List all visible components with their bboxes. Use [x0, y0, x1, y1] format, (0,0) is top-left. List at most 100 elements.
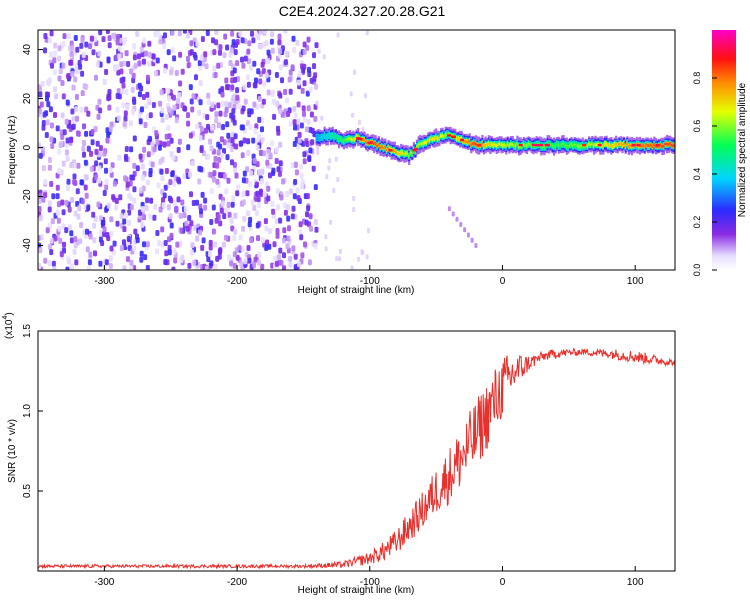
spectrogram-noise-cell: [104, 259, 109, 266]
spectrogram-noise-cell: [313, 72, 318, 79]
spectrogram-noise-cell: [167, 236, 171, 243]
spectrogram-noise-cell: [69, 59, 74, 66]
spectrogram-noise-cell: [172, 55, 177, 62]
spectrogram-noise-cell: [214, 217, 219, 224]
spectrogram-ridge-cell: [596, 143, 599, 146]
spectrogram-noise-cell: [231, 195, 236, 202]
spectrogram-ridge-cell: [387, 147, 390, 150]
spectrogram-noise-cell: [141, 58, 146, 65]
spectrogram-noise-cell: [235, 60, 240, 67]
spectrogram-noise-cell: [251, 137, 256, 144]
spectrogram-noise-cell: [261, 68, 266, 75]
spectrogram-noise-cell: [190, 242, 195, 249]
spectrogram-noise-cell: [98, 145, 103, 152]
spectrogram-noise-cell: [312, 63, 316, 70]
spectrogram-noise-cell: [190, 160, 195, 167]
spectrogram-noise-cell: [114, 198, 119, 204]
spectrogram-noise-cell: [175, 241, 180, 248]
spectrogram-ridge-peak: [655, 143, 660, 147]
spectrogram-noise-cell: [365, 30, 369, 36]
spectrogram-ridge-cell: [473, 142, 476, 145]
spectrogram-noise-cell: [297, 131, 302, 138]
spectrogram-noise-cell: [306, 205, 311, 212]
spectrogram-noise-cell: [231, 114, 236, 121]
spectrogram-noise-cell: [55, 209, 60, 216]
spectrogram-noise-cell: [48, 243, 52, 250]
spectrogram-noise-cell: [283, 209, 288, 216]
spectrogram-noise-cell: [55, 125, 60, 132]
spectrogram-noise-cell: [78, 238, 83, 245]
spectrogram-noise-cell: [302, 151, 307, 158]
spectrogram-noise-cell: [227, 102, 232, 109]
spectrogram-noise-cell: [115, 39, 120, 46]
spectrogram-noise-cell: [239, 261, 244, 268]
spectrogram-noise-cell: [220, 152, 225, 159]
spectrogram-noise-cell: [310, 139, 315, 146]
spectrogram-noise-cell: [222, 52, 227, 59]
spectrogram-noise-cell: [59, 251, 64, 258]
spectrogram-noise-cell: [220, 91, 225, 98]
spectrogram-noise-cell: [219, 207, 224, 214]
spectrogram-noise-cell: [102, 150, 107, 157]
spectrogram-noise-cell: [57, 225, 62, 232]
spectrogram-noise-cell: [278, 141, 283, 148]
spectrogram-noise-cell: [242, 137, 247, 144]
spectrogram-noise-cell: [213, 72, 218, 78]
spectrogram-noise-cell: [64, 199, 69, 206]
spectrogram-ridge-cell: [568, 143, 572, 147]
spectrogram-noise-cell: [77, 59, 82, 66]
spectrogram-noise-cell: [189, 98, 194, 105]
spectrogram-noise-cell: [274, 260, 279, 267]
spectrogram-noise-cell: [60, 133, 65, 140]
spectrogram-noise-cell: [292, 47, 297, 54]
spectrogram-noise-cell: [229, 146, 234, 153]
spectrogram-noise-cell: [70, 108, 75, 115]
spectrogram-noise-cell: [259, 30, 263, 35]
spectrogram-ridge-peak: [539, 143, 543, 147]
spectrogram-noise-cell: [160, 175, 165, 182]
spectrogram-noise-cell: [73, 35, 78, 41]
spectrogram-noise-cell: [170, 47, 175, 54]
spectrogram-noise-cell: [127, 220, 131, 226]
spectrogram-ridge-peak: [582, 143, 587, 147]
snr-y-tick-label: 1.0: [22, 404, 33, 418]
spectrogram-noise-cell: [95, 140, 100, 147]
spectrogram-noise-cell: [76, 213, 81, 220]
spectrogram-ridge-cell: [664, 142, 667, 145]
spectrogram-noise-cell: [327, 165, 331, 171]
spectrogram-noise-cell: [61, 160, 66, 167]
spectrogram-ridge-cell: [540, 145, 543, 148]
spectrogram-noise-cell: [298, 221, 303, 228]
spectrogram-noise-cell: [302, 49, 307, 55]
spectrogram-noise-cell: [47, 222, 52, 229]
spectrogram-ridge-cell: [435, 136, 438, 139]
spectrogram-ridge-cell: [352, 138, 355, 142]
spectrogram-noise-cell: [127, 209, 132, 216]
spectrogram-noise-cell: [140, 51, 145, 58]
spectrogram-noise-cell: [360, 250, 364, 256]
spectrogram-noise-cell: [51, 260, 56, 267]
spectrogram-noise-cell: [305, 211, 309, 218]
spectrogram-ridge-peak: [412, 149, 417, 152]
spectrogram-noise-cell: [89, 166, 94, 173]
spectrogram-noise-cell: [246, 81, 251, 88]
spectrogram-ridge-cell: [361, 138, 365, 142]
spectrogram-noise-cell: [117, 53, 122, 60]
spectrogram-noise-cell: [270, 140, 274, 147]
spectrogram-ridge-cell: [650, 143, 653, 147]
spectrogram-noise-cell: [39, 234, 44, 241]
spectrogram-ridge-cell: [513, 144, 516, 147]
spectrogram-noise-cell: [104, 167, 108, 174]
spectrogram-noise-cell: [135, 31, 140, 37]
spectrogram-noise-cell: [132, 186, 137, 193]
spectrogram-noise-cell: [230, 201, 235, 208]
spectrogram-noise-cell: [252, 205, 257, 211]
spectrogram-ridge-cell: [427, 139, 430, 142]
colorbar-tick-label: 0.8: [692, 72, 702, 85]
spectrogram-noise-cell: [122, 265, 127, 270]
spectrogram-ridge-cell: [591, 142, 594, 146]
spectrogram-noise-cell: [266, 89, 271, 96]
spectrogram-noise-cell: [350, 265, 354, 270]
spectrogram-noise-cell: [192, 259, 197, 266]
spectrogram-noise-cell: [141, 94, 146, 100]
